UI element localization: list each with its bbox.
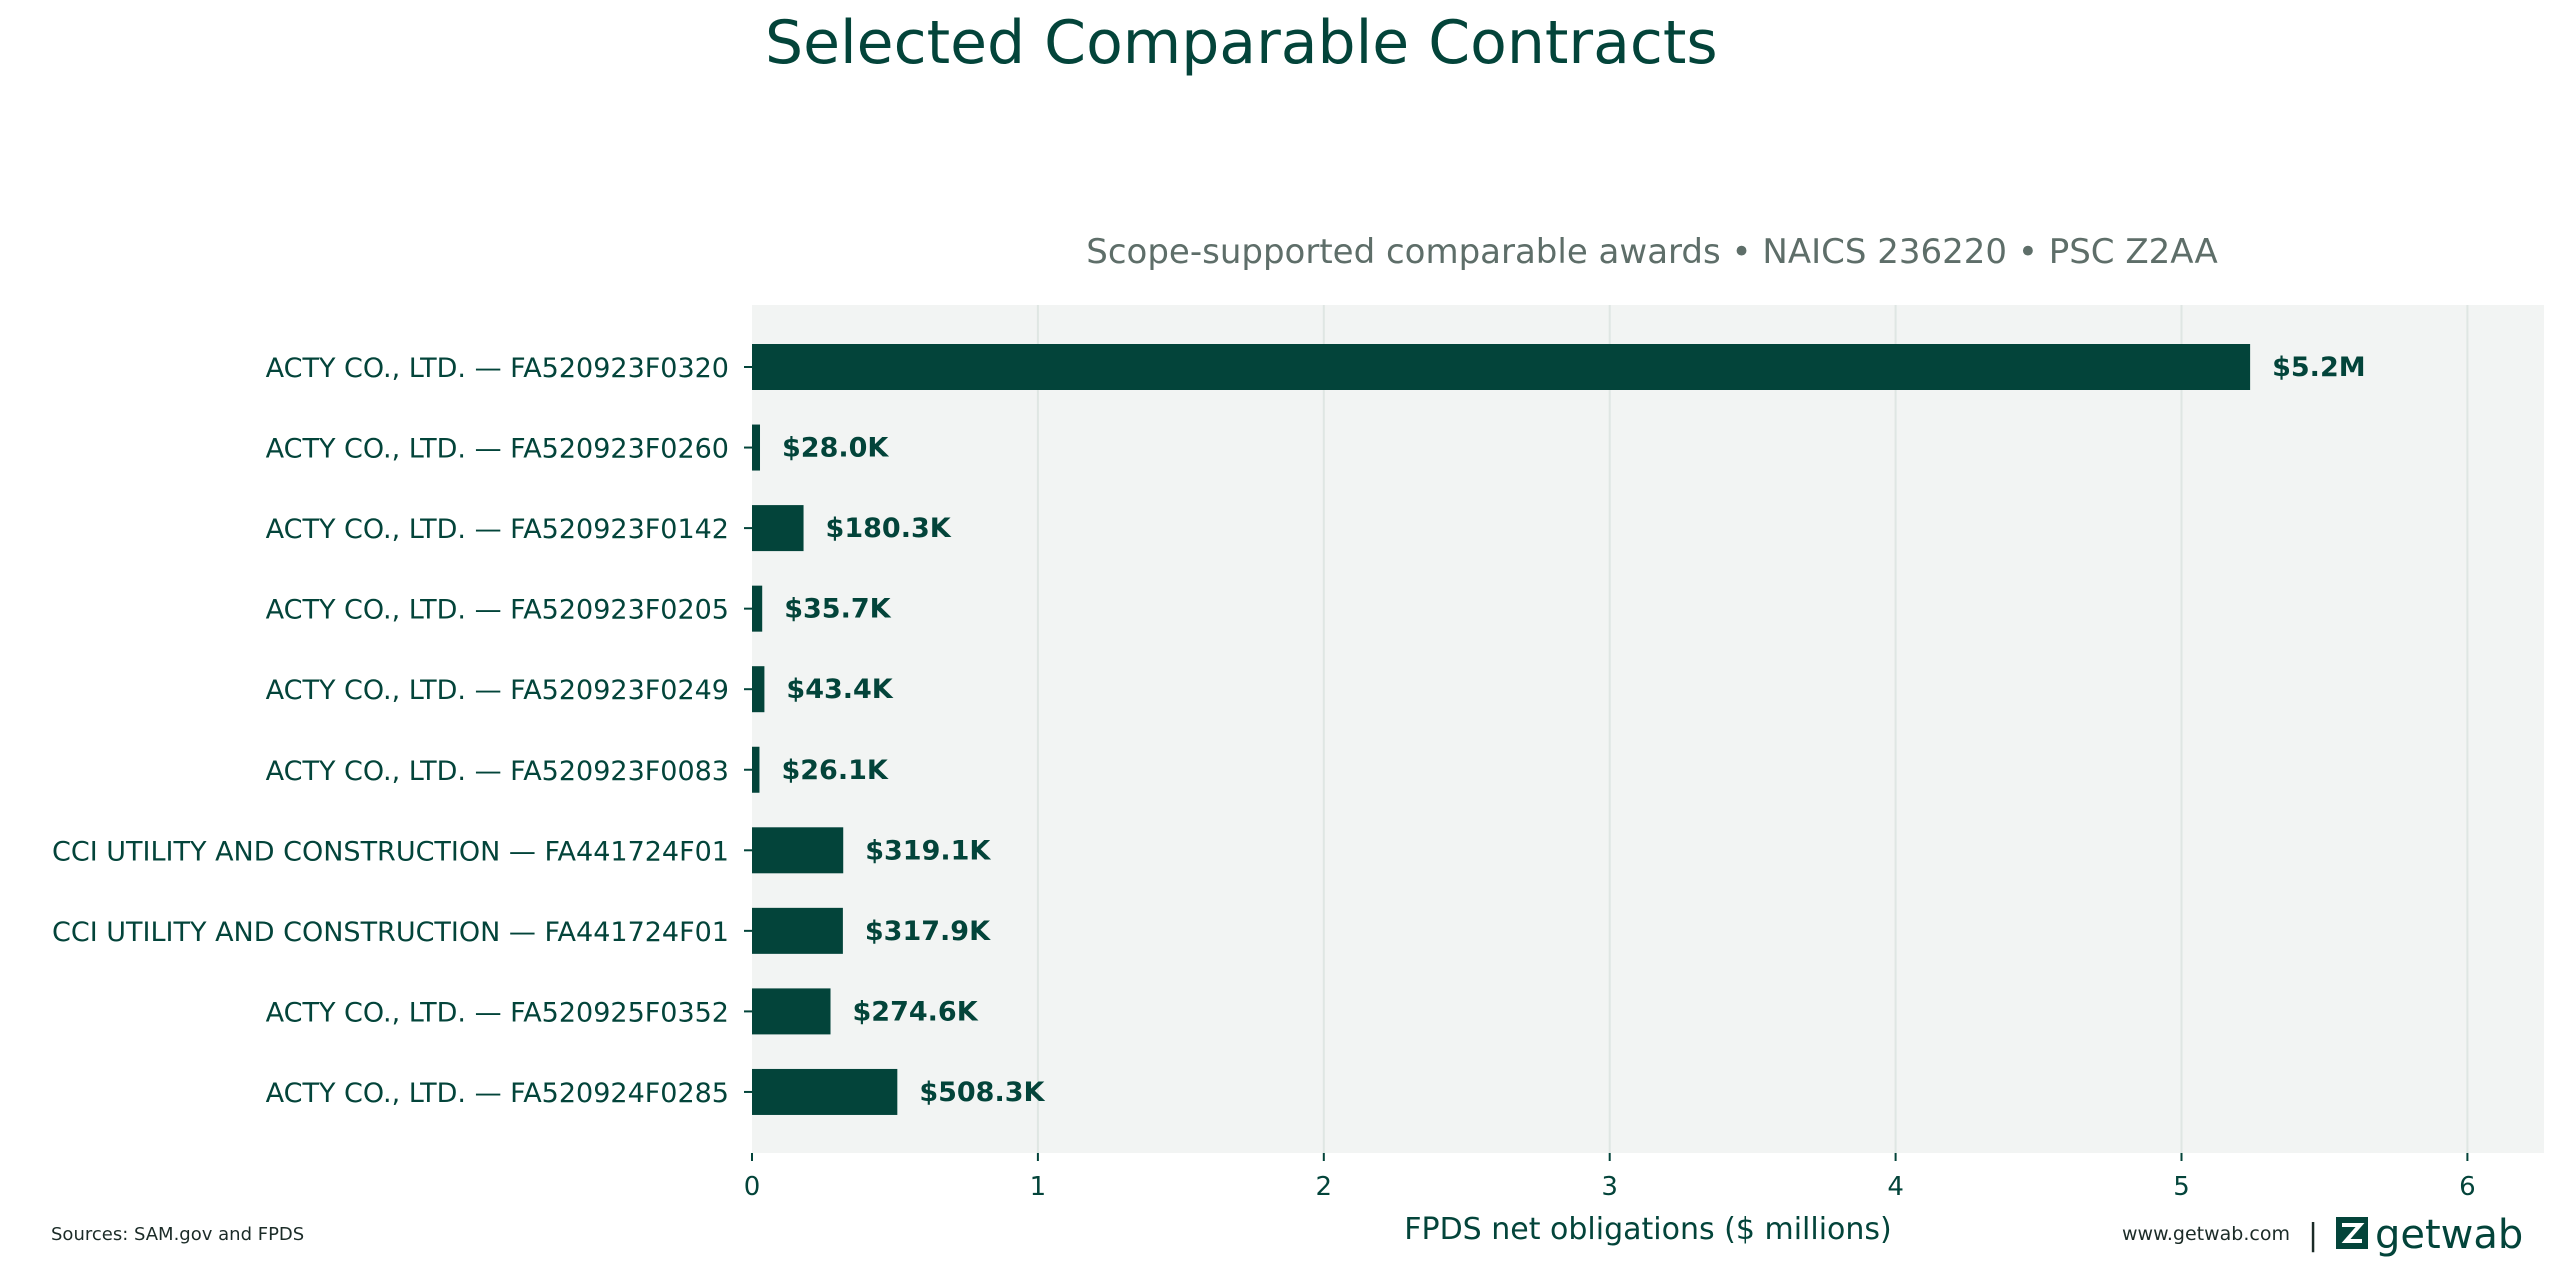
category-label: ACTY CO., LTD. — FA520923F0083 [266, 756, 729, 787]
x-tick-label: 0 [744, 1172, 761, 1202]
bar-value-label: $28.0K [782, 433, 889, 464]
x-tick-label: 2 [1316, 1172, 1333, 1202]
category-label: CCI UTILITY AND CONSTRUCTION — FA441724F… [52, 836, 729, 867]
category-label: CCI UTILITY AND CONSTRUCTION — FA441724F… [52, 917, 729, 948]
x-tick-label: 1 [1030, 1172, 1047, 1202]
plot-area [752, 305, 2544, 1153]
bar-value-label: $508.3K [919, 1077, 1045, 1108]
x-tick-label: 6 [2459, 1172, 2476, 1202]
bar [752, 988, 831, 1035]
bar-value-label: $274.6K [853, 996, 979, 1027]
grid-lines [1036, 305, 2469, 1153]
bar-value-label: $317.9K [865, 916, 991, 947]
bar-value-label: $180.3K [826, 513, 952, 544]
category-label: ACTY CO., LTD. — FA520923F0249 [266, 675, 729, 706]
bar [752, 424, 761, 471]
bar [752, 827, 844, 874]
chart-title: Selected Comparable Contracts [765, 8, 1718, 78]
chart-subtitle: Scope-supported comparable awards • NAIC… [1086, 232, 2217, 272]
bars [752, 344, 2251, 1115]
x-axis-ticks: 0 1 2 3 4 5 6 [744, 1153, 2476, 1202]
x-tick-label: 3 [1601, 1172, 1618, 1202]
bar [752, 1068, 898, 1115]
sources-note: Sources: SAM.gov and FPDS [51, 1224, 304, 1245]
x-axis-label: FPDS net obligations ($ millions) [1404, 1212, 1892, 1247]
bar [752, 907, 843, 954]
category-labels: ACTY CO., LTD. — FA520923F0320 ACTY CO., … [52, 353, 752, 1109]
category-label: ACTY CO., LTD. — FA520923F0142 [266, 514, 729, 545]
bar-value-label: $35.7K [784, 594, 891, 625]
brand-name: getwab [2375, 1212, 2523, 1258]
category-label: ACTY CO., LTD. — FA520923F0205 [266, 595, 729, 626]
bar-value-label: $5.2M [2272, 352, 2366, 383]
x-tick-label: 4 [1887, 1172, 1904, 1202]
bar-value-label: $319.1K [865, 835, 991, 866]
value-labels: $5.2M $28.0K $180.3K $35.7K $43.4K $26.1K $319… [781, 352, 2365, 1108]
category-label: ACTY CO., LTD. — FA520923F0320 [266, 353, 729, 384]
footer-separator: | [2308, 1218, 2318, 1253]
bar [752, 585, 763, 632]
x-tick-label: 5 [2173, 1172, 2190, 1202]
getwab-logo-icon [2336, 1217, 2368, 1249]
bar [752, 344, 2251, 390]
category-label: ACTY CO., LTD. — FA520923F0260 [266, 434, 729, 465]
bar-value-label: $43.4K [786, 674, 893, 705]
bar-value-label: $26.1K [781, 755, 888, 786]
category-label: ACTY CO., LTD. — FA520925F0352 [266, 997, 729, 1028]
website-link[interactable]: www.getwab.com [2122, 1223, 2290, 1245]
bar [752, 666, 765, 713]
category-label: ACTY CO., LTD. — FA520924F0285 [266, 1078, 729, 1109]
bar [752, 746, 760, 793]
bar [752, 505, 804, 552]
